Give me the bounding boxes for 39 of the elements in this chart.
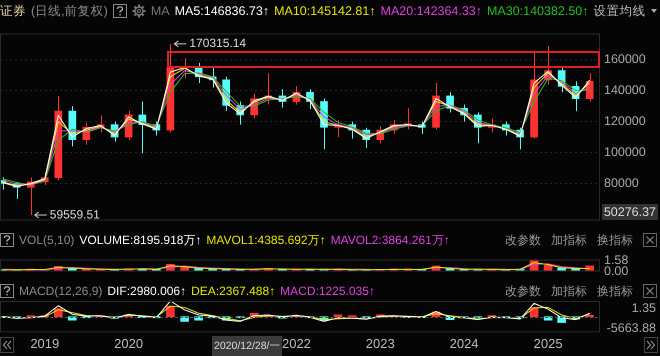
text: 2020/12/28/一	[212, 336, 282, 356]
text: 1.35	[630, 300, 657, 316]
text: MA	[150, 4, 170, 18]
series-label: MAVOL2:3864.261万↑	[330, 232, 450, 248]
text: -5663.88	[606, 320, 657, 336]
text: MA20:142364.33↑	[380, 4, 482, 18]
series-label: DEA:2367.488↑	[191, 284, 276, 298]
x-tick-label: 2024	[450, 336, 479, 351]
y-tick-label: 80000	[604, 176, 639, 190]
series-label: MACD:1225.035↑	[280, 284, 375, 298]
text: 加指标	[551, 232, 587, 248]
text: MA30:140382.50↑	[487, 4, 588, 18]
text: 设置均线	[593, 2, 646, 20]
text: 改参数	[505, 282, 541, 300]
x-tick-label: 2019	[30, 336, 60, 351]
series-label: DIF:2980.006↑	[107, 284, 186, 298]
series-label: VOLUME:8195.918万↑	[79, 232, 202, 248]
series-label: MAVOL1:4385.692万↑	[206, 232, 326, 248]
text: MA10:145142.81↑	[274, 4, 376, 18]
y-tick-label: 100000	[604, 144, 646, 159]
x-tick-label: 2023	[366, 336, 395, 351]
chart-title: VOL(5,10)	[19, 233, 74, 247]
chart-title: 证券	[0, 2, 26, 20]
text: 50276.37	[602, 204, 658, 220]
annotation: 59559.51	[50, 207, 100, 222]
annotation: 170315.14	[189, 36, 246, 50]
x-tick-label: 2025	[534, 336, 563, 351]
text: 换指标	[597, 282, 633, 300]
text: 改参数	[505, 232, 541, 248]
x-tick-label: 2022	[282, 336, 311, 351]
text: 换指标	[597, 232, 633, 248]
y-tick-label: 120000	[604, 114, 646, 128]
text: 加指标	[551, 282, 587, 300]
y-tick-label: 140000	[604, 83, 646, 98]
chart-subtitle: (日线,前复权)	[31, 2, 108, 20]
x-tick-label: 2020	[114, 336, 144, 351]
text: MA5:146836.73↑	[174, 4, 270, 18]
chart-title: MACD(12,26,9)	[19, 284, 102, 298]
y-tick-label: 160000	[604, 52, 646, 66]
